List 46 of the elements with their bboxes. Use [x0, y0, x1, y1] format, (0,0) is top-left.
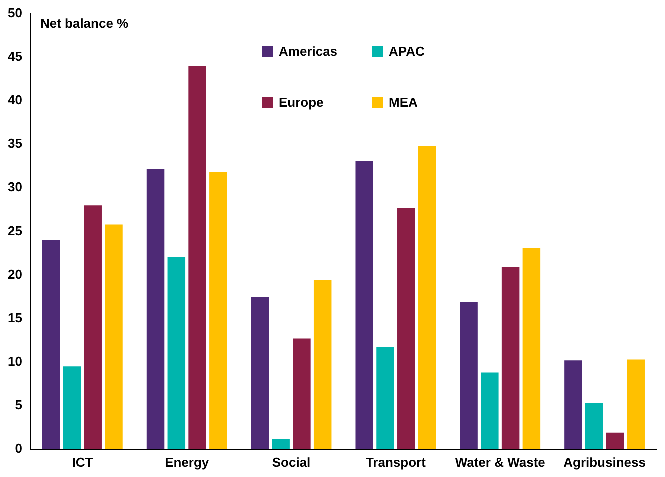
- y-tick-label: 40: [8, 92, 22, 108]
- y-tick-label: 5: [15, 397, 22, 412]
- bar: [418, 146, 436, 450]
- bar: [210, 172, 228, 450]
- bar: [168, 256, 186, 450]
- y-tick-label: 20: [8, 266, 22, 282]
- x-tick-label: Energy: [165, 454, 210, 470]
- bar: [188, 66, 206, 450]
- bar: [585, 403, 604, 450]
- bar: [502, 267, 520, 450]
- bar: [63, 366, 82, 450]
- x-tick-label: Transport: [366, 454, 427, 470]
- y-tick-label: 15: [8, 310, 22, 326]
- y-tick-label: 45: [8, 49, 22, 64]
- bar: [564, 360, 582, 450]
- y-tick-label: 25: [8, 223, 22, 238]
- y-axis-title: Net balance %: [40, 16, 130, 32]
- x-tick-label: ICT: [72, 454, 94, 470]
- y-tick-label: 50: [8, 6, 22, 21]
- legend-label: MEA: [389, 95, 418, 110]
- bar: [398, 208, 416, 450]
- bar: [84, 206, 102, 450]
- bar: [376, 348, 394, 450]
- legend-label: APAC: [389, 44, 425, 59]
- bar: [272, 438, 290, 450]
- bar: [606, 432, 624, 450]
- y-tick-label: 0: [15, 440, 22, 456]
- legend-label: Europe: [279, 95, 324, 110]
- bar: [314, 280, 332, 450]
- bar: [481, 372, 499, 450]
- legend-label: Americas: [279, 44, 338, 59]
- x-tick-label: Water & Waste: [455, 454, 546, 470]
- bar: [460, 302, 478, 450]
- bar: [146, 169, 165, 450]
- bar: [627, 360, 645, 450]
- bar: [356, 161, 374, 450]
- bar: [251, 297, 270, 450]
- bar: [293, 338, 311, 450]
- bar: [42, 240, 60, 450]
- bar: [522, 248, 541, 450]
- x-tick-label: Agribusiness: [564, 454, 646, 470]
- x-tick-label: Social: [272, 454, 311, 470]
- y-tick-label: 10: [8, 354, 22, 369]
- y-tick-label: 30: [8, 180, 22, 195]
- y-tick-label: 35: [8, 136, 22, 152]
- bar: [105, 224, 123, 450]
